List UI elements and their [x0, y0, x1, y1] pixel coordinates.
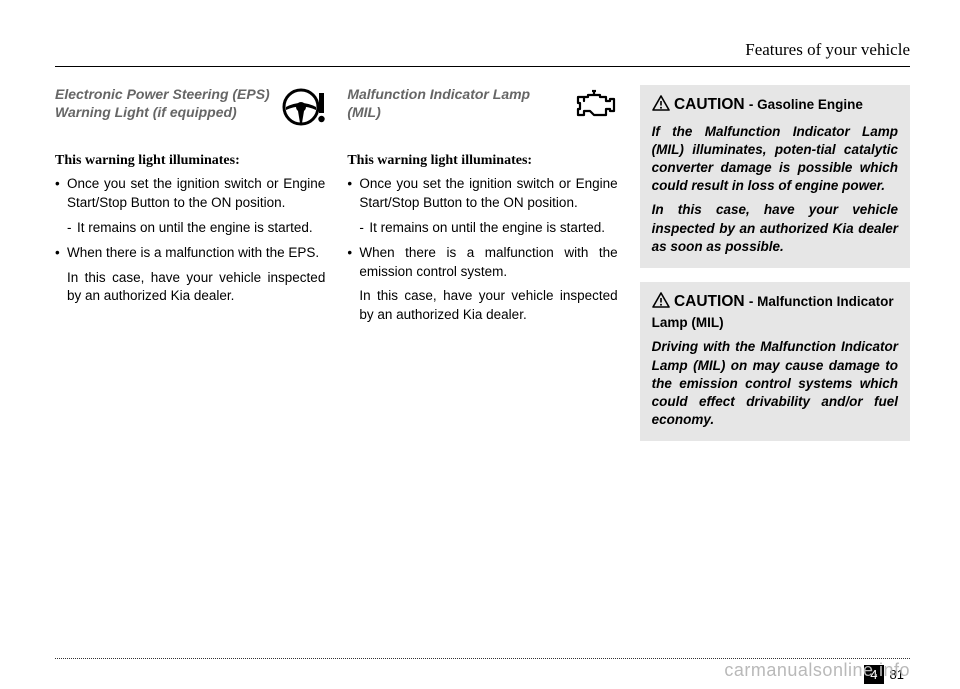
mil-subhead: This warning light illuminates:: [347, 153, 617, 169]
section-head-eps: Electronic Power Steering (EPS) Warning …: [55, 85, 325, 135]
eps-dash-1: It remains on until the engine is starte…: [55, 219, 325, 238]
steering-warning-icon: [281, 85, 325, 129]
eps-bullets-2: When there is a malfunction with the EPS…: [55, 244, 325, 263]
caution-2-label: CAUTION: [674, 293, 745, 310]
mil-bullet-1: Once you set the ignition switch or Engi…: [347, 175, 617, 213]
warning-triangle-icon: [652, 292, 670, 314]
chapter-title: Features of your vehicle: [55, 40, 910, 60]
eps-bullet-2: When there is a malfunction with the EPS…: [55, 244, 325, 263]
caution-1-label: CAUTION: [674, 96, 745, 113]
mil-bullets: Once you set the ignition switch or Engi…: [347, 175, 617, 213]
engine-warning-icon: [574, 85, 618, 129]
column-1: Electronic Power Steering (EPS) Warning …: [55, 85, 325, 455]
eps-para-2: In this case, have your vehicle inspecte…: [55, 269, 325, 307]
watermark: carmanualsonline.info: [724, 660, 910, 681]
mil-bullet-2: When there is a malfunction with the emi…: [347, 244, 617, 282]
section-head-mil: Malfunction Indicator Lamp (MIL): [347, 85, 617, 135]
eps-bullet-1: Once you set the ignition switch or Engi…: [55, 175, 325, 213]
caution-1-p1: If the Malfunction Indicator Lamp (MIL) …: [652, 123, 898, 196]
caution-box-gasoline: CAUTION - Gasoline Engine If the Malfunc…: [640, 85, 910, 268]
mil-bullets-2: When there is a malfunction with the emi…: [347, 244, 617, 282]
mil-title: Malfunction Indicator Lamp (MIL): [347, 85, 565, 121]
caution-box-mil: CAUTION - Malfunction Indicator Lamp (MI…: [640, 282, 910, 441]
column-3: CAUTION - Gasoline Engine If the Malfunc…: [640, 85, 910, 455]
footer-line: 4 81: [55, 658, 910, 659]
mil-dash-1: It remains on until the engine is starte…: [347, 219, 617, 238]
caution-2-title: CAUTION - Malfunction Indicator Lamp (MI…: [652, 292, 898, 332]
eps-title: Electronic Power Steering (EPS) Warning …: [55, 85, 273, 121]
header-rule: [55, 66, 910, 67]
warning-triangle-icon: [652, 95, 670, 117]
eps-bullets: Once you set the ignition switch or Engi…: [55, 175, 325, 213]
mil-para-2: In this case, have your vehicle inspecte…: [347, 287, 617, 325]
caution-2-p1: Driving with the Malfunction Indicator L…: [652, 338, 898, 429]
column-2: Malfunction Indicator Lamp (MIL) This wa…: [347, 85, 617, 455]
caution-1-p2: In this case, have your vehicle inspecte…: [652, 201, 898, 256]
caution-1-title: CAUTION - Gasoline Engine: [652, 95, 898, 117]
eps-subhead: This warning light illuminates:: [55, 153, 325, 169]
content-columns: Electronic Power Steering (EPS) Warning …: [55, 85, 910, 455]
caution-1-sub: - Gasoline Engine: [749, 97, 863, 112]
